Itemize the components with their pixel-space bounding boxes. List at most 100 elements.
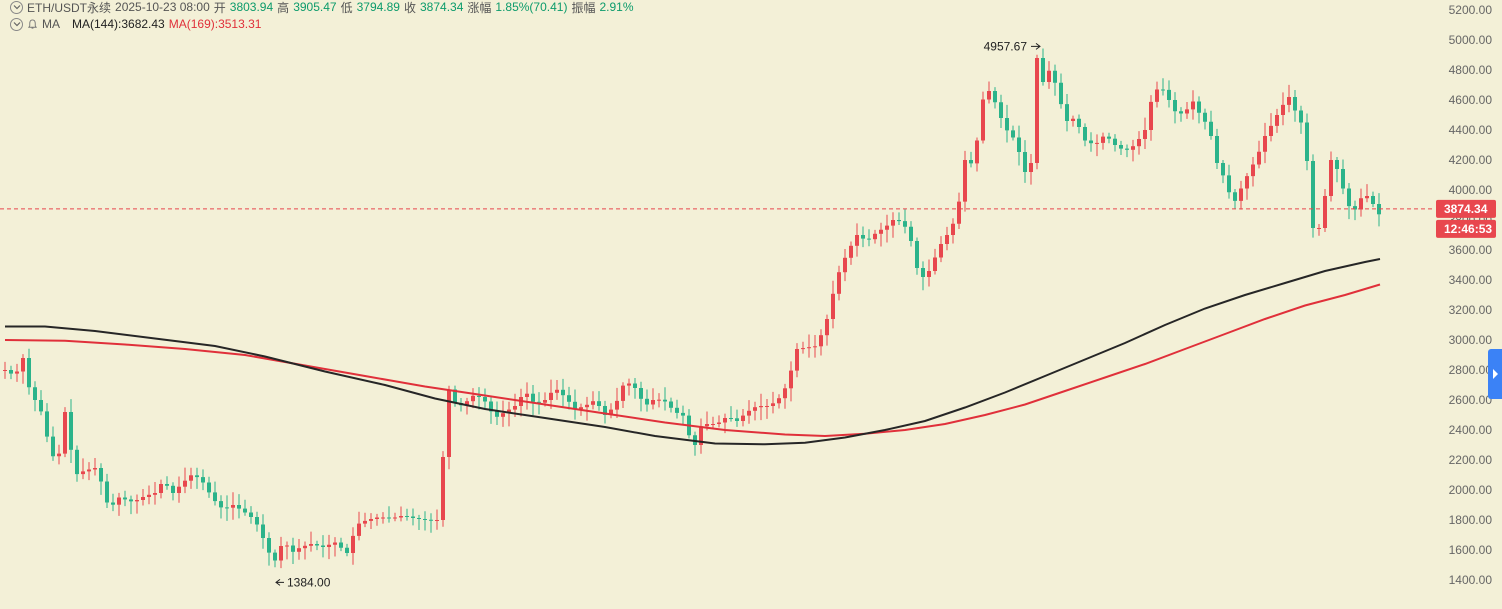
candle-body: [1089, 140, 1093, 144]
candle-body: [969, 160, 973, 164]
candle-body: [909, 226, 913, 241]
candle-body: [717, 422, 721, 424]
y-tick-label: 1400.00: [1449, 573, 1493, 587]
candle-body: [159, 484, 163, 493]
candle-body: [855, 235, 859, 246]
candle-body: [1053, 70, 1057, 83]
candle-body: [837, 272, 841, 294]
change-value: 1.85%(70.41): [495, 0, 568, 14]
countdown-value: 12:46:53: [1444, 222, 1492, 236]
candle-body: [501, 413, 505, 417]
candle-body: [189, 475, 193, 481]
candle-body: [1101, 136, 1105, 143]
candle-body: [789, 370, 793, 389]
candle-body: [417, 518, 421, 519]
ma-collapse-chevron-icon[interactable]: [10, 17, 23, 31]
chevron-right-icon: [1493, 369, 1498, 379]
candle-body: [267, 538, 271, 553]
candle-body: [1179, 111, 1183, 114]
candle-body: [1245, 176, 1249, 189]
candle-body: [483, 397, 487, 402]
open-value: 3803.94: [229, 0, 274, 14]
candle-body: [423, 519, 427, 520]
candle-body: [1263, 136, 1267, 152]
candle-body: [1317, 228, 1321, 229]
min-annotation: 1384.00: [275, 575, 331, 589]
candle-body: [357, 523, 361, 536]
close-value: 3874.34: [420, 0, 464, 14]
candle-body: [363, 520, 367, 524]
alert-bell-icon[interactable]: [27, 18, 38, 30]
candle-body: [81, 471, 85, 475]
candle-body: [591, 401, 595, 405]
candle-body: [957, 201, 961, 224]
candle-body: [729, 418, 733, 419]
candle-body: [1227, 175, 1231, 193]
candle-body: [117, 497, 121, 505]
ma169-line: [4, 283, 1381, 438]
y-tick-label: 2200.00: [1449, 453, 1493, 467]
candle-body: [141, 497, 145, 500]
y-tick-label: 3400.00: [1449, 273, 1493, 287]
candle-body: [63, 412, 67, 454]
candle-body: [321, 545, 325, 547]
candle-body: [759, 406, 763, 408]
candle-body: [651, 400, 655, 405]
candle-body: [1359, 198, 1363, 210]
candle-body: [999, 102, 1003, 118]
candle-body: [207, 482, 211, 493]
candle-body: [1275, 115, 1279, 126]
change-label: 涨幅: [467, 0, 492, 15]
candle-body: [981, 99, 985, 141]
candle-body: [825, 319, 829, 336]
candle-body: [627, 383, 631, 386]
candle-body: [993, 91, 997, 103]
candle-body: [165, 484, 169, 486]
candle-body: [639, 388, 643, 399]
candle-body: [1257, 151, 1261, 165]
candle-body: [405, 516, 409, 517]
candle-body: [15, 371, 19, 374]
candle-body: [45, 411, 49, 437]
candle-body: [987, 91, 991, 100]
candle-body: [75, 449, 79, 475]
candle-body: [675, 407, 679, 413]
candle-body: [819, 335, 823, 347]
candle-body: [813, 346, 817, 348]
candle-body: [915, 241, 919, 268]
candle-body: [579, 407, 583, 409]
candle-body: [279, 546, 283, 561]
candle-body: [411, 516, 415, 518]
candle-body: [633, 383, 637, 388]
candle-body: [897, 220, 901, 222]
candle-body: [603, 406, 607, 415]
side-panel-toggle[interactable]: [1488, 349, 1502, 399]
candle-body: [507, 409, 511, 414]
candle-body: [255, 517, 259, 525]
candle-body: [513, 406, 517, 410]
candle-body: [1029, 163, 1033, 172]
candle-body: [1299, 110, 1303, 123]
candle-body: [807, 347, 811, 349]
max-arrow-icon: [1031, 42, 1041, 50]
candle-body: [945, 235, 949, 244]
candle-body: [225, 507, 229, 509]
candle-body: [471, 395, 475, 402]
candle-body: [831, 293, 835, 319]
y-tick-label: 4800.00: [1449, 63, 1493, 77]
candle-body: [1113, 138, 1117, 145]
candle-body: [153, 493, 157, 495]
candle-body: [339, 542, 343, 548]
candle-body: [1047, 70, 1051, 82]
y-tick-label: 3200.00: [1449, 303, 1493, 317]
y-tick-label: 1800.00: [1449, 513, 1493, 527]
candle-body: [249, 512, 253, 517]
candle-body: [171, 485, 175, 493]
candle-body: [39, 400, 43, 412]
candle-body: [213, 492, 217, 502]
collapse-chevron-icon[interactable]: [10, 0, 23, 14]
candle-body: [465, 401, 469, 406]
candle-body: [963, 160, 967, 202]
candle-body: [561, 389, 565, 396]
